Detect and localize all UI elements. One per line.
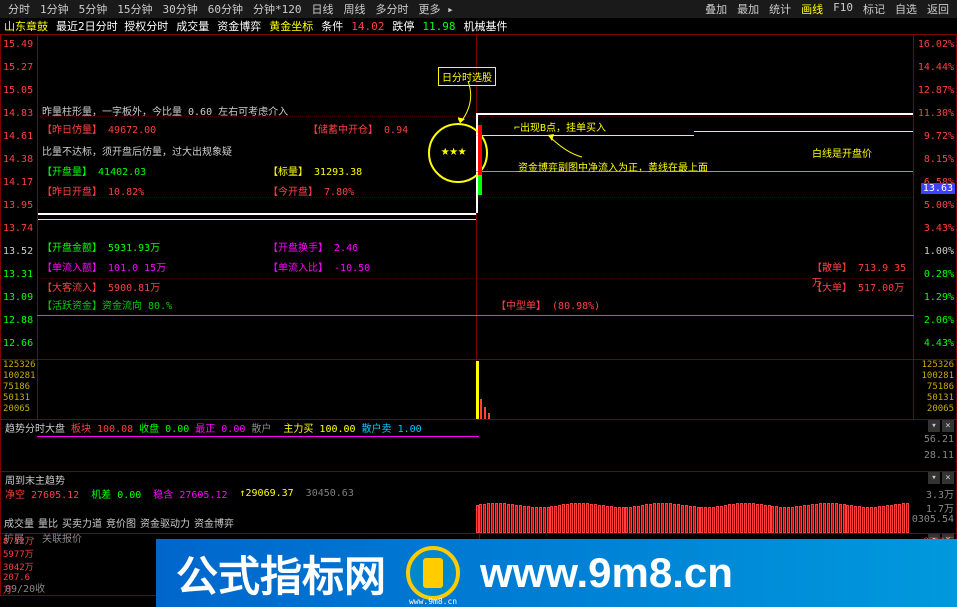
- bottom-yellow-line: [37, 315, 914, 316]
- sub2-close-btn[interactable]: ×: [942, 472, 954, 484]
- vol-bar-2: [484, 407, 486, 419]
- change-val: 11.98: [422, 20, 455, 33]
- sub1-header: 趋势分时大盘 板块 100.08收盘 0.00最正 0.00散户 主力买 100…: [1, 420, 956, 434]
- danliu-bi: 【单流入比】 -10.50: [268, 259, 370, 274]
- desc1: 昨量柱形量，一字板外，今比量 0.60 左右可考虑介入: [42, 103, 288, 118]
- watermark-url: www.9m8.cn: [460, 549, 753, 597]
- menu-15min[interactable]: 15分钟: [113, 1, 156, 17]
- arrow-to-circle: [458, 81, 478, 125]
- appear-b: ⌐出现B点，挂单买入: [514, 119, 606, 134]
- menu-week[interactable]: 周线: [340, 1, 370, 17]
- menu-30min[interactable]: 30分钟: [159, 1, 202, 17]
- footer-tab[interactable]: 资金驱动力: [140, 515, 190, 530]
- dadan: 【大单】 517.00万: [812, 279, 904, 294]
- kaipan: 【开盘量】 41402.03: [42, 163, 146, 178]
- sub-panel-1[interactable]: 趋势分时大盘 板块 100.08收盘 0.00最正 0.00散户 主力买 100…: [0, 420, 957, 472]
- menu-overlay[interactable]: 叠加: [701, 1, 731, 17]
- vol-y-left: 125326100281751865013120065: [3, 360, 35, 419]
- bottom-date: 09/20收: [5, 580, 45, 595]
- price-line-day1: [38, 213, 476, 215]
- vol-y-right: 125326100281751865013120065: [916, 360, 954, 419]
- volume-chart[interactable]: 125326100281751865013120065 125326100281…: [0, 360, 957, 420]
- zhongxing: 【中型单】 (80.98%): [496, 297, 600, 312]
- sub2-line2: 净空 27605.12机差 0.00稳含 27605.12↑29069.3730…: [1, 486, 956, 500]
- period-label: 最近2日分时 授权分时: [56, 18, 168, 34]
- price-tag: 13.63: [921, 183, 955, 194]
- menu-draw[interactable]: 画线: [797, 1, 827, 17]
- vol-bar-1: [480, 399, 482, 419]
- marker-red: [478, 125, 482, 175]
- sub1-down-btn[interactable]: ▾: [928, 420, 940, 432]
- footer-tab[interactable]: 资金博弈: [194, 515, 234, 530]
- chart-area[interactable]: 13.63 ★★★ 日分时选股 昨量柱形量，一字板外，今比量 0.60 左右可考…: [37, 35, 914, 359]
- huoyue: 【活跃资金】资金流向 80.%: [42, 297, 172, 312]
- menu-multi[interactable]: 多分时: [372, 1, 413, 17]
- price-line-day2: [476, 113, 914, 115]
- y-axis-left: 15.4915.2715.0514.8314.6114.3814.1713.95…: [3, 35, 35, 359]
- menu-f10[interactable]: F10: [829, 1, 857, 17]
- menu-back[interactable]: 返回: [923, 1, 953, 17]
- menu-mark[interactable]: 标记: [859, 1, 889, 17]
- danliu: 【单流入额】 101.0 15万: [42, 259, 166, 274]
- sub2-header: 周到末主趋势: [1, 472, 956, 486]
- daliu: 【大客流入】 5900.81万: [42, 279, 160, 294]
- footer-tab[interactable]: 成交量: [4, 515, 34, 530]
- footer-tab[interactable]: 买卖力道: [62, 515, 102, 530]
- y-axis-right: 16.02%14.44%12.87%11.30%9.72%8.15%6.58%5…: [916, 35, 954, 359]
- stars-mark: ★★★: [441, 143, 466, 159]
- yesterday-vol: 【昨日仿量】 49672.00: [42, 121, 156, 136]
- sub1-line: [37, 436, 479, 437]
- biaoliang: 【标量】 31293.38: [268, 163, 362, 178]
- vol-bar-3: [488, 413, 490, 419]
- desc2: 比量不达标，须开盘后仿量，过大出规象疑: [42, 143, 232, 158]
- menu-more[interactable]: 更多 ▸: [415, 1, 458, 17]
- price-label: 条件: [321, 18, 343, 34]
- chujian: 【储蓄中开仓】 0.94: [308, 121, 408, 136]
- price-val: 14.02: [351, 20, 384, 33]
- menu-1min[interactable]: 1分钟: [36, 1, 73, 17]
- sub2-down-btn[interactable]: ▾: [928, 472, 940, 484]
- gold-label: 黄金坐标: [269, 18, 313, 34]
- white-line-label: 白线是开盘价: [812, 145, 872, 160]
- sub1-close-btn[interactable]: ×: [942, 420, 954, 432]
- vol-label: 成交量: [176, 18, 209, 34]
- change-label: 跌停: [392, 18, 414, 34]
- menu-day[interactable]: 日线: [308, 1, 338, 17]
- menu-fenshi[interactable]: 分时: [4, 1, 34, 17]
- zuori: 【昨日开盘】 10.82%: [42, 183, 144, 198]
- menu-zuijia[interactable]: 最加: [733, 1, 763, 17]
- menu-5min[interactable]: 5分钟: [75, 1, 112, 17]
- main-chart[interactable]: 15.4915.2715.0514.8314.6114.3814.1713.95…: [0, 34, 957, 360]
- menu-fav[interactable]: 自选: [891, 1, 921, 17]
- footer-tab[interactable]: 竞价图: [106, 515, 136, 530]
- footer-bar: 成交量量比买卖力道竞价图资金驱动力资金博弈 扩展 · 关联报价: [0, 515, 238, 539]
- watermark-text: 公式指标网: [156, 543, 406, 604]
- watermark-overlay: 公式指标网 www.9m8.cn www.9m8.cn: [156, 539, 957, 607]
- menu-60min[interactable]: 60分钟: [204, 1, 247, 17]
- kaipan-huan: 【开盘换手】 2.46: [268, 239, 358, 254]
- sector: 机械基件: [464, 18, 508, 34]
- info-bar: 山东章鼓 最近2日分时 授权分时 成交量 资金博弈 黄金坐标 条件 14.02 …: [0, 18, 957, 34]
- kaipan-jine: 【开盘金额】 5931.93万: [42, 239, 160, 254]
- jinkai: 【今开盘】 7.80%: [268, 183, 354, 198]
- menu-120[interactable]: 分钟*120: [249, 1, 306, 17]
- marker-green: [478, 175, 482, 195]
- fund-desc: 资金博弈副图中净流入为正，黄线在最上面: [518, 159, 708, 174]
- menu-bar: 分时 1分钟 5分钟 15分钟 30分钟 60分钟 分钟*120 日线 周线 多…: [0, 0, 957, 18]
- fund-label: 资金博弈: [217, 18, 261, 34]
- avg-line-day2b: [694, 131, 913, 132]
- watermark-coin-icon: www.9m8.cn: [406, 546, 460, 600]
- avg-line-day1: [38, 219, 476, 220]
- vol-area[interactable]: [37, 360, 914, 419]
- menu-stats[interactable]: 统计: [765, 1, 795, 17]
- vol-bar-open: [476, 361, 479, 419]
- stock-name: 山东章鼓: [4, 18, 48, 34]
- arrow-fund: [546, 133, 586, 161]
- footer-tab[interactable]: 量比: [38, 515, 58, 530]
